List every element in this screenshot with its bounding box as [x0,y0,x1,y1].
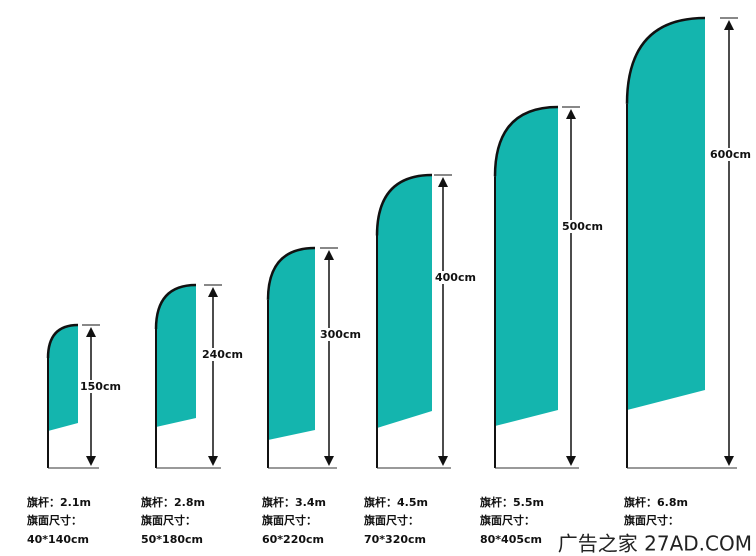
arrow-up [324,250,334,260]
label-bg [201,348,244,361]
flag-edge [266,246,316,300]
height-label: 240cm [202,348,243,361]
label-bg [319,328,362,341]
watermark: 广告之家 27AD.COM [558,532,752,556]
flag-edge [493,105,559,177]
pole-length: 旗杆：3.4m [262,495,326,509]
flag [48,325,78,431]
size-title: 旗面尺寸： [364,513,419,527]
flag-size: 70*320cm [364,533,426,546]
height-label: 150cm [80,380,121,393]
size-title: 旗面尺寸： [141,513,196,527]
arrow-down [86,456,96,466]
arrow-up [438,177,448,187]
arrow-down [208,456,218,466]
flag-edge [46,323,79,359]
flag [627,18,705,410]
label-bg [709,148,752,161]
flag-edge [375,173,433,236]
arrow-down [566,456,576,466]
size-title: 旗面尺寸： [27,513,82,527]
flag [377,175,432,428]
label-bg [561,220,604,233]
flag [268,248,315,440]
height-label: 500cm [562,220,603,233]
label-bg [434,271,477,284]
arrow-up [724,20,734,30]
arrow-up [86,327,96,337]
arrow-up [208,287,218,297]
pole-length: 旗杆：2.1m [27,495,91,509]
flag-size: 50*180cm [141,533,203,546]
flag-edge [154,283,197,330]
arrow-down [438,456,448,466]
flag-size: 80*405cm [480,533,542,546]
flag-size: 60*220cm [262,533,324,546]
pole-length: 旗杆：4.5m [364,495,428,509]
pole-length: 旗杆：2.8m [141,495,205,509]
arrow-down [724,456,734,466]
pole-length: 旗杆：6.8m [624,495,688,509]
height-label: 600cm [710,148,751,161]
pole-length: 旗杆：5.5m [480,495,544,509]
flag [495,107,558,426]
flag-size: 40*140cm [27,533,89,546]
size-title: 旗面尺寸： [624,513,679,527]
arrow-down [324,456,334,466]
label-bg [79,380,122,393]
size-title: 旗面尺寸： [480,513,535,527]
size-title: 旗面尺寸： [262,513,317,527]
arrow-up [566,109,576,119]
flag [156,285,196,427]
height-label: 300cm [320,328,361,341]
height-label: 400cm [435,271,476,284]
flag-edge [625,16,706,104]
watermark-bg [560,530,756,556]
